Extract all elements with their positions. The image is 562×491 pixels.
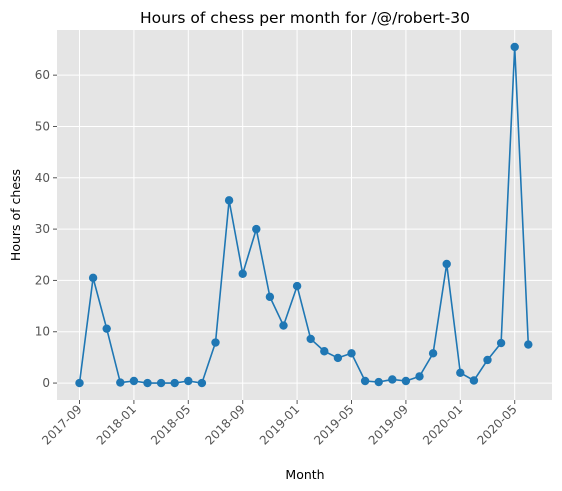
data-point xyxy=(211,338,220,347)
data-point xyxy=(75,378,84,388)
data-point xyxy=(483,355,492,365)
x-tick-label: 2017-09 xyxy=(39,402,84,447)
x-tick-label: 2019-05 xyxy=(311,402,356,447)
x-axis-label: Month xyxy=(285,467,324,482)
data-point xyxy=(320,347,329,356)
data-point xyxy=(170,378,179,388)
y-tick-label: 60 xyxy=(35,68,50,82)
data-point xyxy=(238,269,247,278)
x-tick-label: 2019-01 xyxy=(257,402,302,447)
data-point xyxy=(129,376,139,386)
data-point xyxy=(388,375,397,384)
y-tick-label: 0 xyxy=(42,376,50,390)
data-point xyxy=(333,353,343,363)
y-axis-label: Hours of chess xyxy=(8,169,23,261)
data-point xyxy=(279,321,288,330)
data-point xyxy=(428,349,438,358)
data-point xyxy=(456,368,465,378)
data-series xyxy=(75,42,533,388)
grid-lines xyxy=(57,30,552,400)
y-tick-label: 10 xyxy=(35,325,50,339)
data-point xyxy=(265,292,275,302)
y-axis-ticks: 0 10 20 30 40 50 60 xyxy=(35,68,57,390)
data-point xyxy=(252,224,261,234)
y-tick-label: 50 xyxy=(35,119,50,133)
data-point xyxy=(184,376,193,386)
data-point xyxy=(510,42,519,52)
y-tick-label: 20 xyxy=(35,273,50,287)
chart-title: Hours of chess per month for /@/robert-3… xyxy=(140,9,470,27)
x-tick-label: 2018-05 xyxy=(148,402,193,447)
x-tick-label: 2020-05 xyxy=(474,402,519,447)
data-point xyxy=(415,372,424,381)
data-point xyxy=(197,378,207,388)
data-point xyxy=(116,378,125,387)
series-line xyxy=(78,46,530,384)
data-point xyxy=(401,376,411,386)
data-point xyxy=(374,377,383,387)
x-tick-label: 2020-01 xyxy=(420,402,465,447)
data-point xyxy=(143,378,152,388)
data-point xyxy=(88,273,98,283)
y-tick-label: 30 xyxy=(35,222,50,236)
data-point xyxy=(347,349,356,358)
data-point xyxy=(469,376,479,385)
x-tick-label: 2019-09 xyxy=(366,402,411,447)
data-point xyxy=(292,281,302,291)
data-point xyxy=(102,324,111,333)
x-axis-ticks: 2017-09 2018-01 2018-05 2018-09 2019-01 2019-… xyxy=(39,400,520,448)
data-point xyxy=(496,338,506,348)
data-point xyxy=(360,376,370,386)
x-tick-label: 2018-09 xyxy=(202,402,247,447)
y-tick-label: 40 xyxy=(35,171,50,185)
data-point xyxy=(306,334,315,344)
data-point xyxy=(442,259,451,269)
x-tick-label: 2018-01 xyxy=(94,402,139,447)
plot-background xyxy=(57,30,552,400)
data-point xyxy=(156,378,166,388)
data-point xyxy=(524,340,533,349)
data-point xyxy=(224,196,234,205)
